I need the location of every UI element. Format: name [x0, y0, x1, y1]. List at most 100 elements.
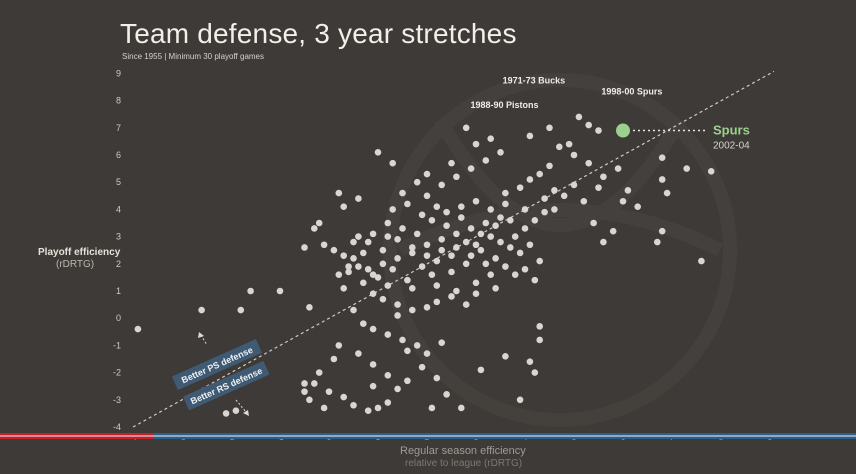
highlight-years: 2002-04 — [713, 141, 750, 152]
page-title: Team defense, 3 year stretches — [120, 18, 517, 49]
y-tick-label: -2 — [113, 368, 121, 378]
data-point — [433, 203, 441, 210]
data-point — [438, 181, 446, 189]
data-point — [575, 113, 583, 121]
annotation-label: 1988-90 Pistons — [470, 100, 538, 110]
data-point — [600, 238, 607, 246]
y-tick-label: 7 — [116, 123, 121, 133]
data-point — [428, 404, 436, 412]
data-point — [413, 178, 421, 186]
data-point — [565, 140, 573, 148]
data-point — [355, 263, 362, 270]
banner-box-top — [171, 339, 262, 391]
data-point — [340, 203, 348, 210]
data-point — [492, 284, 499, 292]
data-point — [369, 382, 377, 390]
y-tick-label: 0 — [116, 313, 121, 323]
data-points — [134, 113, 715, 417]
data-point — [350, 238, 357, 246]
data-point — [467, 225, 475, 232]
data-point — [472, 290, 480, 298]
data-point — [433, 257, 441, 265]
data-point — [536, 323, 543, 330]
annotations: 1971-73 Bucks 1988-90 Pistons 1998-00 Spur… — [470, 76, 662, 110]
data-point — [526, 358, 534, 366]
data-point — [658, 227, 666, 235]
data-point — [399, 225, 406, 232]
data-point — [369, 325, 377, 333]
reference-line — [132, 70, 775, 428]
data-point — [345, 263, 352, 270]
data-point — [472, 241, 480, 249]
data-point — [546, 162, 553, 170]
data-point — [438, 339, 446, 346]
video-progress-bar[interactable] — [0, 433, 856, 439]
data-point — [198, 306, 205, 314]
data-point — [345, 268, 352, 276]
data-point — [237, 306, 245, 314]
data-point — [423, 241, 431, 249]
data-point — [409, 249, 416, 257]
data-point — [453, 230, 460, 238]
data-point — [462, 301, 470, 308]
data-point — [379, 295, 387, 303]
data-point — [384, 233, 392, 240]
data-point — [511, 271, 519, 278]
data-point — [570, 181, 578, 189]
data-point — [438, 236, 446, 243]
arrow-up-head — [198, 332, 204, 338]
x-axis-label: Regular season efficiency — [400, 445, 526, 457]
data-point — [423, 170, 431, 178]
data-point — [482, 157, 490, 164]
data-point — [526, 132, 534, 140]
data-point — [453, 173, 460, 181]
data-point — [595, 184, 602, 191]
y-tick-label: 2 — [116, 259, 121, 269]
annotation-label: 1971-73 Bucks — [503, 76, 566, 86]
data-point — [350, 306, 357, 314]
y-axis-ticks: -4 -3 -2 -1 0 1 2 3 4 5 6 7 8 9 — [113, 68, 121, 432]
data-point — [330, 355, 338, 363]
data-point — [458, 203, 465, 210]
y-tick-label: 1 — [116, 286, 121, 296]
data-point — [330, 246, 338, 254]
data-point — [462, 260, 470, 268]
data-point — [409, 306, 416, 314]
data-point — [526, 241, 534, 249]
data-point — [222, 410, 230, 417]
data-point — [462, 238, 470, 246]
data-point — [531, 276, 539, 284]
page-subtitle: Since 1955 | Minimum 30 playoff games — [122, 52, 265, 61]
data-point — [443, 222, 450, 230]
data-point — [335, 342, 343, 349]
data-point — [428, 216, 436, 224]
y-tick-label: 4 — [116, 204, 121, 214]
data-point — [389, 206, 397, 213]
data-point — [585, 159, 592, 167]
data-point — [384, 219, 392, 227]
data-point — [551, 187, 558, 194]
data-point — [448, 268, 455, 276]
data-point — [374, 404, 382, 412]
data-point — [134, 325, 142, 333]
data-point — [384, 372, 392, 379]
data-point — [423, 252, 431, 259]
data-point — [624, 187, 632, 194]
data-point — [428, 271, 436, 278]
data-point — [521, 225, 529, 232]
data-point — [502, 189, 509, 197]
data-point — [374, 274, 382, 281]
data-point — [320, 404, 328, 412]
data-point — [448, 293, 455, 300]
data-point — [409, 244, 416, 251]
data-point — [472, 279, 480, 287]
data-point — [600, 173, 607, 181]
data-point — [306, 396, 313, 404]
data-point — [423, 192, 431, 200]
data-point — [497, 214, 504, 221]
y-tick-label: 8 — [116, 96, 121, 106]
data-point — [360, 279, 367, 287]
arrow-down-line — [235, 399, 247, 413]
y-tick-label: -3 — [113, 395, 121, 405]
data-point — [497, 238, 504, 246]
